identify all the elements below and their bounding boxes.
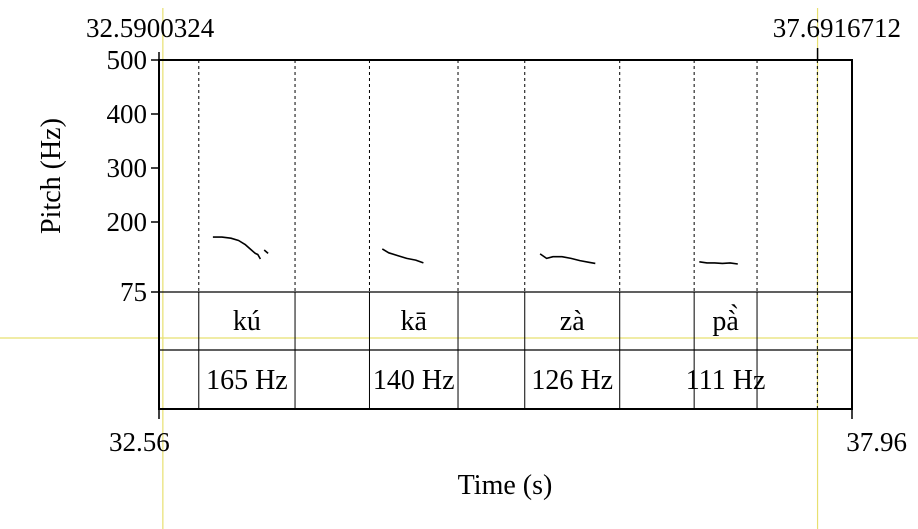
x-axis-title: Time (s)	[458, 470, 553, 501]
pitch-contour	[539, 253, 596, 265]
pitch-contour	[212, 236, 262, 260]
pitch-value-label: 111 Hz	[686, 365, 766, 396]
y-tick-label: 200	[107, 207, 148, 237]
x-tick-label: 37.96	[846, 427, 907, 457]
pitch-value-label: 165 Hz	[206, 365, 288, 396]
pitch-contour	[381, 248, 424, 264]
cursor-start-time: 32.5900324	[86, 13, 215, 43]
cursor-lines	[0, 8, 918, 529]
cursor-end-time: 37.6916712	[773, 13, 901, 43]
y-axis-title: Pitch (Hz)	[36, 118, 67, 234]
pitch-value-label: 140 Hz	[373, 365, 455, 396]
y-tick-label: 300	[107, 153, 148, 183]
y-tick-label: 500	[107, 45, 148, 75]
syllable-label: zà	[560, 306, 585, 337]
pitch-contour	[263, 249, 269, 255]
pitch-contour	[699, 261, 738, 265]
plot-frame	[158, 59, 853, 410]
syllable-label: pà̀	[712, 306, 739, 337]
pitch-value-label: 126 Hz	[531, 365, 613, 396]
syllable-label: kú	[233, 306, 261, 337]
syllable-label: kā	[401, 306, 428, 337]
x-tick-label: 32.56	[109, 427, 170, 457]
y-tick-label: 400	[107, 99, 148, 129]
y-tick-label: 75	[120, 277, 147, 307]
